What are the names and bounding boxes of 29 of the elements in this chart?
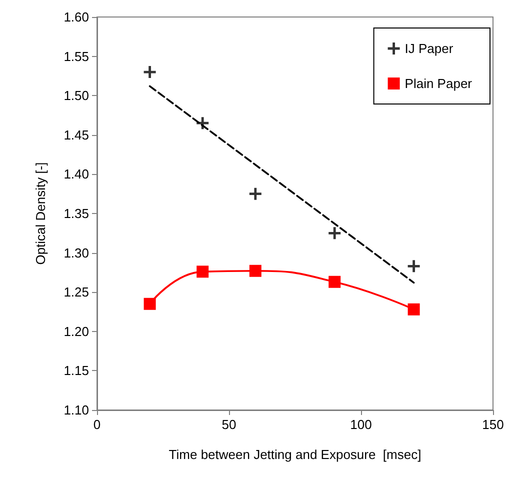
point: [408, 303, 420, 316]
point: [328, 227, 341, 240]
x-tick-label: 0: [93, 417, 101, 432]
point: [408, 260, 420, 272]
y-tick-label: 1.15: [64, 363, 89, 378]
y-tick-label: 1.50: [64, 88, 89, 104]
point: [144, 298, 156, 310]
point: [196, 266, 209, 278]
point: [249, 188, 262, 200]
point: [249, 264, 262, 277]
x-tick-label: 150: [482, 417, 504, 432]
y-tick-label: 1.40: [64, 166, 89, 182]
point: [328, 276, 341, 288]
point: [144, 66, 156, 78]
x-axis-title: Time between Jetting and Exposure [msec]: [168, 447, 422, 462]
y-tick-label: 1.30: [64, 245, 89, 260]
y-tick-label: 1.55: [64, 48, 89, 64]
y-tick-label: 1.20: [64, 324, 89, 339]
y-tick-label: 1.45: [64, 127, 89, 142]
y-tick-label: 1.10: [64, 402, 89, 418]
legend-label: Plain Paper: [404, 76, 473, 91]
y-tick-label: 1.25: [64, 284, 89, 300]
x-tick-label: 100: [350, 417, 372, 432]
y-tick-label: 1.60: [64, 10, 89, 24]
y-tick-label: 1.35: [64, 206, 89, 221]
point: [196, 117, 209, 130]
legend-label: IJ Paper: [404, 41, 454, 56]
y-axis-title: Optical Density [-]: [33, 162, 48, 265]
x-tick-label: 50: [222, 417, 236, 432]
